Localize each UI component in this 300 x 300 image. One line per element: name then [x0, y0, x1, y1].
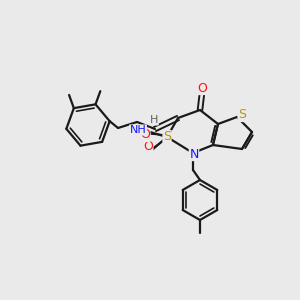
Text: NH: NH — [130, 125, 146, 135]
Text: O: O — [140, 128, 150, 142]
Text: N: N — [189, 148, 199, 160]
Text: H: H — [150, 115, 158, 125]
Text: S: S — [163, 130, 171, 143]
Text: O: O — [143, 140, 153, 154]
Text: O: O — [197, 82, 207, 94]
Text: S: S — [238, 109, 246, 122]
